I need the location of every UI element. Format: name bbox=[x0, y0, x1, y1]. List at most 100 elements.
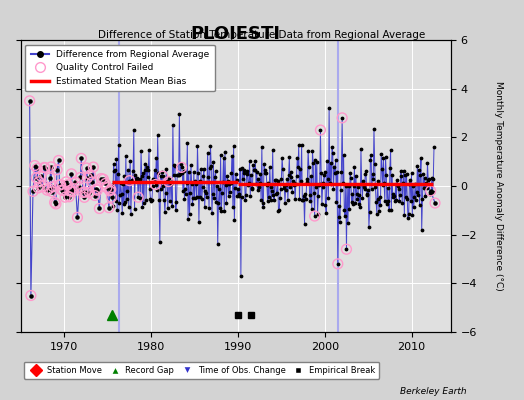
Point bbox=[73, 214, 82, 221]
Point bbox=[235, 192, 244, 199]
Point bbox=[352, 172, 360, 179]
Point bbox=[339, 180, 347, 187]
Point bbox=[154, 170, 162, 176]
Point bbox=[258, 143, 266, 150]
Point bbox=[322, 210, 331, 216]
Point bbox=[294, 142, 303, 149]
Point bbox=[389, 190, 398, 197]
Point bbox=[270, 196, 278, 203]
Point bbox=[185, 211, 194, 218]
Point bbox=[235, 190, 243, 197]
Point bbox=[81, 189, 90, 195]
Point bbox=[163, 204, 172, 211]
Point bbox=[256, 171, 265, 177]
Point bbox=[146, 186, 154, 192]
Point bbox=[301, 191, 310, 198]
Point bbox=[156, 173, 165, 179]
Point bbox=[205, 204, 213, 211]
Point bbox=[107, 194, 116, 200]
Point bbox=[65, 194, 73, 200]
Point bbox=[93, 187, 102, 194]
Point bbox=[363, 192, 372, 198]
Point bbox=[174, 172, 182, 179]
Point bbox=[372, 199, 380, 206]
Point bbox=[329, 150, 337, 156]
Point bbox=[261, 170, 270, 176]
Point bbox=[114, 142, 123, 148]
Point bbox=[386, 147, 395, 153]
Point bbox=[97, 175, 105, 182]
Point bbox=[233, 193, 242, 199]
Point bbox=[225, 180, 234, 187]
Point bbox=[305, 192, 314, 198]
Point bbox=[364, 187, 373, 193]
Point bbox=[48, 188, 56, 195]
Point bbox=[376, 193, 384, 200]
Point bbox=[414, 192, 422, 198]
Point bbox=[122, 153, 130, 160]
Point bbox=[409, 183, 417, 189]
Point bbox=[427, 188, 435, 194]
Point bbox=[263, 182, 271, 188]
Point bbox=[83, 175, 92, 181]
Point bbox=[361, 186, 369, 192]
Point bbox=[293, 155, 301, 162]
Point bbox=[310, 190, 318, 196]
Point bbox=[182, 190, 190, 197]
Point bbox=[226, 189, 234, 195]
Point bbox=[35, 178, 43, 185]
Point bbox=[110, 168, 118, 174]
Point bbox=[308, 148, 316, 154]
Point bbox=[248, 186, 257, 192]
Point bbox=[367, 152, 375, 158]
Point bbox=[365, 224, 373, 230]
Point bbox=[168, 202, 177, 209]
Point bbox=[142, 196, 150, 203]
Point bbox=[128, 177, 137, 183]
Point bbox=[200, 166, 208, 172]
Point bbox=[202, 190, 210, 197]
Point bbox=[268, 188, 276, 194]
Point bbox=[125, 204, 133, 210]
Point bbox=[411, 181, 419, 187]
Point bbox=[418, 196, 427, 202]
Point bbox=[77, 155, 85, 162]
Point bbox=[215, 186, 223, 192]
Point bbox=[134, 194, 143, 200]
Point bbox=[54, 157, 63, 164]
Point bbox=[331, 170, 339, 176]
Point bbox=[148, 183, 157, 189]
Point bbox=[148, 196, 156, 203]
Point bbox=[126, 158, 134, 164]
Point bbox=[198, 196, 206, 202]
Point bbox=[174, 172, 183, 178]
Point bbox=[237, 273, 245, 279]
Point bbox=[428, 174, 436, 181]
Point bbox=[344, 219, 352, 226]
Point bbox=[309, 160, 318, 166]
Point bbox=[130, 206, 139, 212]
Point bbox=[359, 178, 367, 184]
Point bbox=[184, 169, 193, 176]
Point bbox=[86, 172, 95, 178]
Point bbox=[420, 175, 429, 181]
Point bbox=[65, 194, 73, 200]
Point bbox=[131, 172, 139, 178]
Point bbox=[208, 209, 216, 216]
Point bbox=[236, 166, 244, 172]
Point bbox=[408, 212, 417, 218]
Point bbox=[320, 172, 328, 178]
Point bbox=[380, 180, 388, 186]
Point bbox=[62, 179, 70, 185]
Point bbox=[247, 185, 256, 192]
Point bbox=[234, 185, 242, 192]
Point bbox=[188, 201, 196, 208]
Point bbox=[243, 168, 251, 174]
Point bbox=[316, 127, 325, 133]
Point bbox=[289, 178, 297, 184]
Point bbox=[244, 182, 252, 188]
Point bbox=[216, 152, 225, 158]
Point bbox=[230, 143, 238, 149]
Point bbox=[43, 187, 51, 194]
Point bbox=[141, 160, 149, 167]
